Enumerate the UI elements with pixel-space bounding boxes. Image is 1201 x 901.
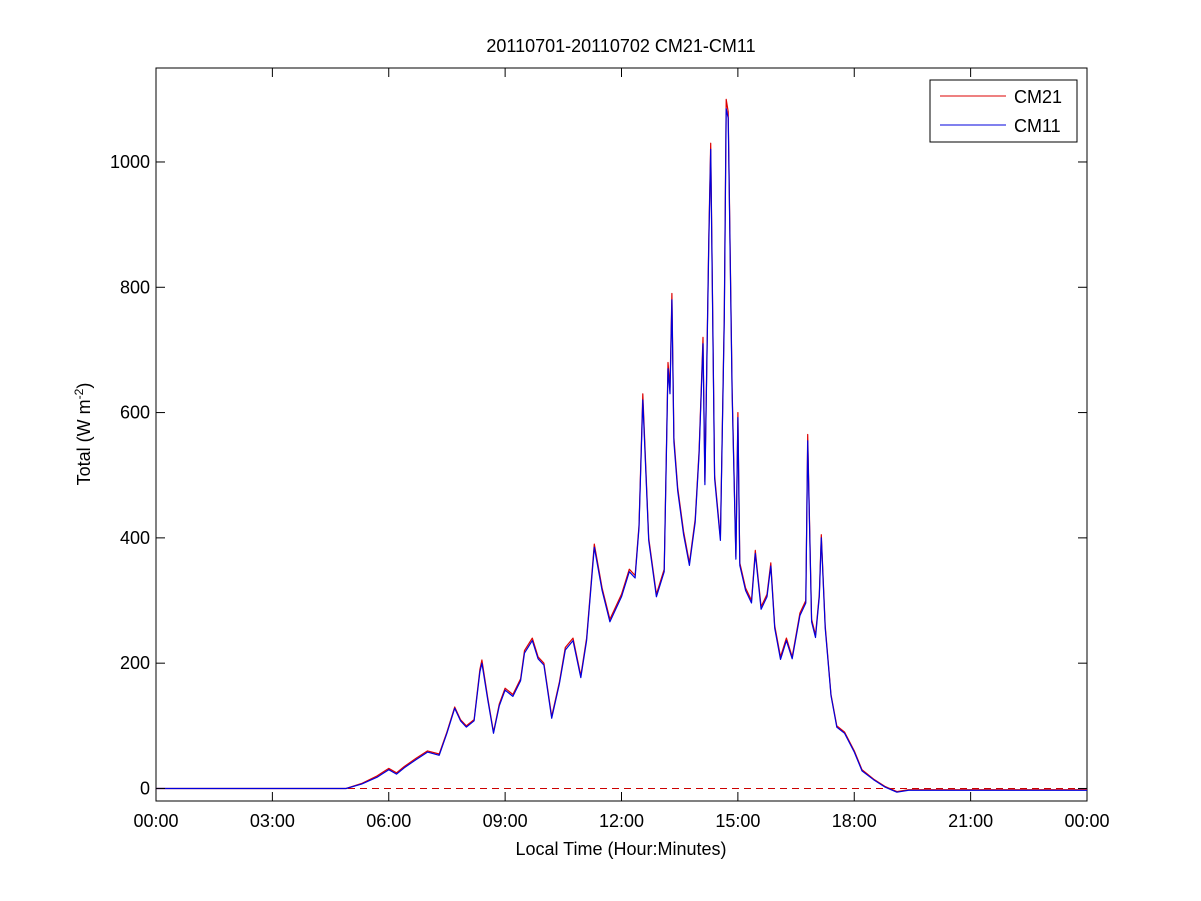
y-axis-label-close: ) [74,383,94,389]
legend-box [929,79,1078,143]
series-line-cm11 [156,108,1087,793]
y-axis-label-superscript: -2 [72,388,86,399]
y-axis-label-main: Total (W m [74,399,94,485]
legend-label-cm21: CM21 [1014,87,1062,107]
y-tick-label: 0 [140,778,150,798]
legend-label-cm11: CM11 [1014,116,1061,136]
y-tick-label: 400 [120,528,150,548]
y-tick-label: 200 [120,653,150,673]
x-tick-label: 00:00 [1064,811,1109,831]
x-tick-label: 03:00 [250,811,295,831]
x-axis-ticks: 00:00 03:00 06:00 09:00 12:00 15:00 18:00 21:00… [133,68,1110,831]
x-tick-label: 06:00 [366,811,411,831]
x-axis-label: Local Time (Hour:Minutes) [515,839,726,859]
y-tick-label: 600 [120,403,150,423]
y-tick-label: 1000 [110,152,150,172]
axes-box [155,67,1088,802]
plot-area: 00:00 03:00 06:00 09:00 12:00 15:00 18:00 21:00… [110,67,1110,831]
x-tick-label: 18:00 [832,811,877,831]
x-tick-label: 00:00 [133,811,178,831]
legend: CM21 CM11 [929,79,1078,143]
x-tick-label: 12:00 [599,811,644,831]
chart-title: 20110701-20110702 CM21-CM11 [486,36,755,56]
series-layer [156,98,1087,793]
y-axis-label: Total (W m-2) [72,383,94,486]
x-tick-label: 21:00 [948,811,993,831]
y-tick-label: 800 [120,277,150,297]
x-tick-label: 09:00 [483,811,528,831]
x-tick-label: 15:00 [715,811,760,831]
y-axis-ticks: 0 200 400 600 800 1000 [110,152,1087,798]
